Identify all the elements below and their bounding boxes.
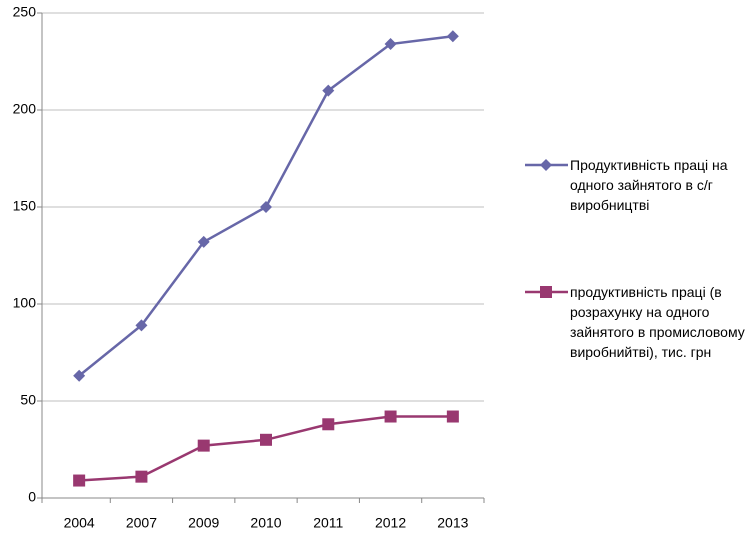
marker (260, 201, 272, 213)
marker (322, 418, 335, 431)
x-tick-label: 2011 (313, 515, 343, 531)
x-tick-label: 2012 (375, 515, 406, 531)
x-tick-label: 2013 (437, 515, 468, 531)
marker (135, 319, 148, 332)
marker (540, 286, 552, 298)
y-tick-label: 250 (13, 4, 37, 20)
legend-label: продуктивність праці (в розрахунку на од… (570, 284, 745, 360)
series-line (79, 415, 453, 482)
marker (260, 433, 272, 446)
y-tick-label: 0 (28, 489, 36, 505)
marker (540, 159, 552, 171)
legend-label: Продуктивність праці на одного зайнятого… (570, 157, 728, 213)
marker (135, 470, 148, 483)
y-tick-label: 150 (13, 198, 37, 214)
marker (73, 369, 86, 382)
x-tick-label: 2010 (250, 515, 281, 531)
marker (197, 235, 210, 248)
marker (384, 410, 397, 423)
y-tick-label: 200 (13, 101, 37, 117)
x-tick-label: 2004 (64, 515, 95, 531)
x-tick-label: 2009 (188, 515, 219, 531)
x-tick-label: 2007 (126, 515, 157, 531)
marker (446, 410, 459, 423)
marker (446, 30, 459, 43)
marker (197, 439, 210, 452)
marker (73, 474, 86, 487)
y-tick-label: 100 (13, 295, 37, 311)
marker (384, 38, 397, 51)
marker (322, 84, 335, 97)
y-tick-label: 50 (20, 392, 36, 408)
